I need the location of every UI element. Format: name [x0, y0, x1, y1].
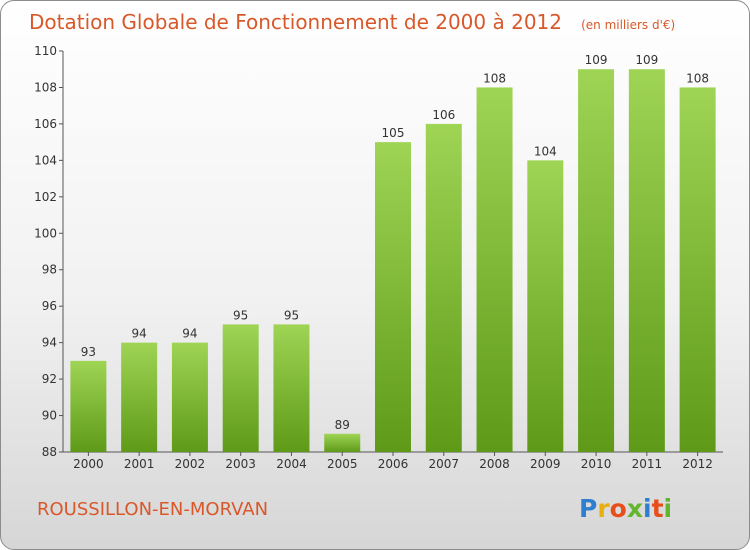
bar-2001	[121, 342, 158, 452]
bar-2003	[222, 324, 259, 452]
y-tick-label: 98	[42, 263, 57, 277]
value-label-2010: 109	[585, 53, 608, 67]
logo-letter: i	[643, 494, 652, 523]
logo-letter: i	[664, 494, 673, 523]
x-tick-label-2000: 2000	[73, 457, 104, 471]
bar-2010	[578, 69, 615, 453]
value-label-2003: 95	[233, 308, 248, 322]
bar-2005	[324, 433, 361, 452]
value-label-2001: 94	[132, 327, 147, 341]
x-tick-label-2011: 2011	[632, 457, 663, 471]
x-tick-label-2012: 2012	[682, 457, 713, 471]
bar-2004	[273, 324, 310, 452]
logo-letter: P	[579, 494, 597, 523]
x-tick-label-2003: 2003	[225, 457, 256, 471]
x-tick-label-2007: 2007	[428, 457, 459, 471]
bar-2008	[476, 87, 513, 453]
y-tick-label: 90	[42, 409, 57, 423]
commune-name: ROUSSILLON-EN-MORVAN	[37, 499, 268, 520]
bar-2002	[171, 342, 208, 452]
logo-letter: o	[610, 494, 627, 523]
y-tick-label: 108	[34, 80, 57, 94]
value-label-2002: 94	[182, 327, 197, 341]
chart-title: Dotation Globale de Fonctionnement de 20…	[29, 10, 675, 34]
value-label-2004: 95	[284, 308, 299, 322]
value-label-2006: 105	[382, 126, 405, 140]
bar-2011	[628, 69, 665, 453]
x-tick-label-2009: 2009	[530, 457, 561, 471]
bar-2000	[70, 360, 107, 452]
y-tick-label: 110	[34, 44, 57, 58]
logo-letter: t	[652, 494, 664, 523]
x-tick-label-2005: 2005	[327, 457, 358, 471]
y-tick-label: 96	[42, 299, 57, 313]
y-tick-label: 106	[34, 117, 57, 131]
bar-2007	[425, 123, 462, 452]
x-tick-label-2004: 2004	[276, 457, 307, 471]
y-tick-label: 94	[42, 336, 57, 350]
bar-2012	[679, 87, 716, 453]
x-axis: 2000 2001 2002 2003 2004 2005 2006 2007 2008 2009…	[63, 451, 723, 471]
chart-subtitle: (en milliers d'€)	[581, 18, 675, 32]
y-tick-label: 88	[42, 445, 57, 459]
y-tick-label: 92	[42, 372, 57, 386]
x-tick-label-2006: 2006	[378, 457, 409, 471]
bars: 93 94 94 95 95 89 105 106 108 104 109 109 108	[70, 53, 716, 453]
y-tick-label: 102	[34, 190, 57, 204]
value-label-2000: 93	[81, 345, 96, 359]
value-label-2009: 104	[534, 144, 557, 158]
logo-letter: r	[597, 494, 610, 523]
x-tick-label-2002: 2002	[175, 457, 206, 471]
chart-title-text: Dotation Globale de Fonctionnement de 20…	[29, 10, 562, 34]
x-tick-label-2008: 2008	[479, 457, 510, 471]
x-tick-label-2010: 2010	[581, 457, 612, 471]
bar-2006	[375, 142, 411, 453]
value-label-2005: 89	[335, 418, 350, 432]
y-tick-label: 100	[34, 226, 57, 240]
value-label-2007: 106	[432, 108, 455, 122]
proxiti-logo: Proxiti	[579, 494, 672, 523]
y-tick-label: 104	[34, 153, 57, 167]
value-label-2012: 108	[686, 71, 709, 85]
y-axis: 88 90 92 94 96 98 100 102 104 106 108 110	[34, 44, 64, 459]
logo-letter: x	[627, 494, 643, 523]
value-label-2011: 109	[635, 53, 658, 67]
x-tick-label-2001: 2001	[124, 457, 155, 471]
value-label-2008: 108	[483, 71, 506, 85]
bar-2009	[527, 160, 564, 452]
